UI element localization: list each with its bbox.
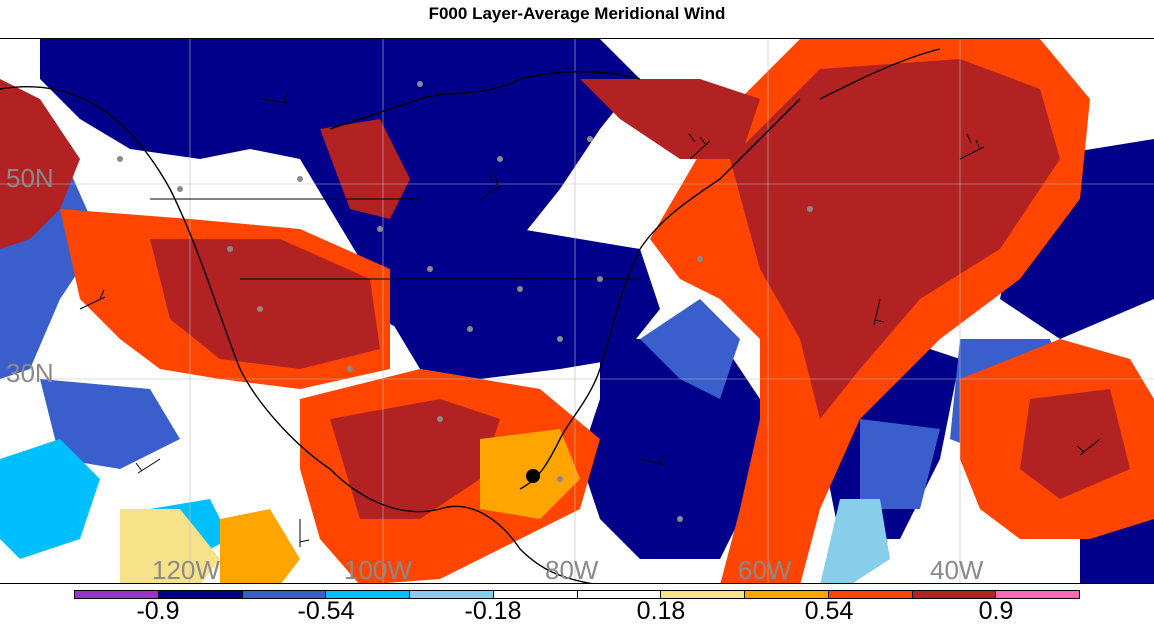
lon-label-100w: 100W xyxy=(344,555,412,584)
colorbar-segment-1 xyxy=(75,591,159,598)
graticule xyxy=(0,39,1154,583)
colorbar xyxy=(74,590,1080,599)
lat-label-50n: 50N xyxy=(6,163,54,193)
colorbar-segment-6 xyxy=(493,591,578,598)
colorbar-segment-4 xyxy=(326,591,410,598)
lon-label-80w: 80W xyxy=(545,555,599,584)
colorbar-segment-8 xyxy=(661,591,745,598)
colorbar-segment-11 xyxy=(912,591,997,598)
colorbar-segment-3 xyxy=(242,591,327,598)
colorbar-segment-10 xyxy=(828,591,913,598)
colorbar-segment-12 xyxy=(996,591,1079,598)
colorbar-label-5: 0.54 xyxy=(804,597,854,625)
colorbar-segment-9 xyxy=(745,591,829,598)
storm-center-marker xyxy=(526,469,540,483)
lon-label-60w: 60W xyxy=(738,555,792,584)
coastlines xyxy=(0,48,941,583)
colorbar-segment-2 xyxy=(158,591,243,598)
colorbar-label-1: -0.9 xyxy=(136,597,180,625)
lat-label-30n: 30N xyxy=(6,358,54,388)
colorbar-label-6: 0.9 xyxy=(978,597,1014,625)
colorbar-segment-7 xyxy=(577,591,662,598)
meridional-wind-map: 50N 30N 120W 100W 80W 60W 40W xyxy=(0,38,1154,584)
station-dots xyxy=(117,81,813,522)
colorbar-segment-5 xyxy=(410,591,494,598)
colorbar-label-4: 0.18 xyxy=(636,597,686,625)
colorbar-label-2: -0.54 xyxy=(297,597,355,625)
map-title: F000 Layer-Average Meridional Wind xyxy=(428,4,726,23)
lon-label-120w: 120W xyxy=(152,555,220,584)
lon-label-40w: 40W xyxy=(930,555,984,584)
wind-field-fill xyxy=(0,39,1154,583)
colorbar-label-3: -0.18 xyxy=(464,597,522,625)
wind-barbs xyxy=(79,92,1101,547)
